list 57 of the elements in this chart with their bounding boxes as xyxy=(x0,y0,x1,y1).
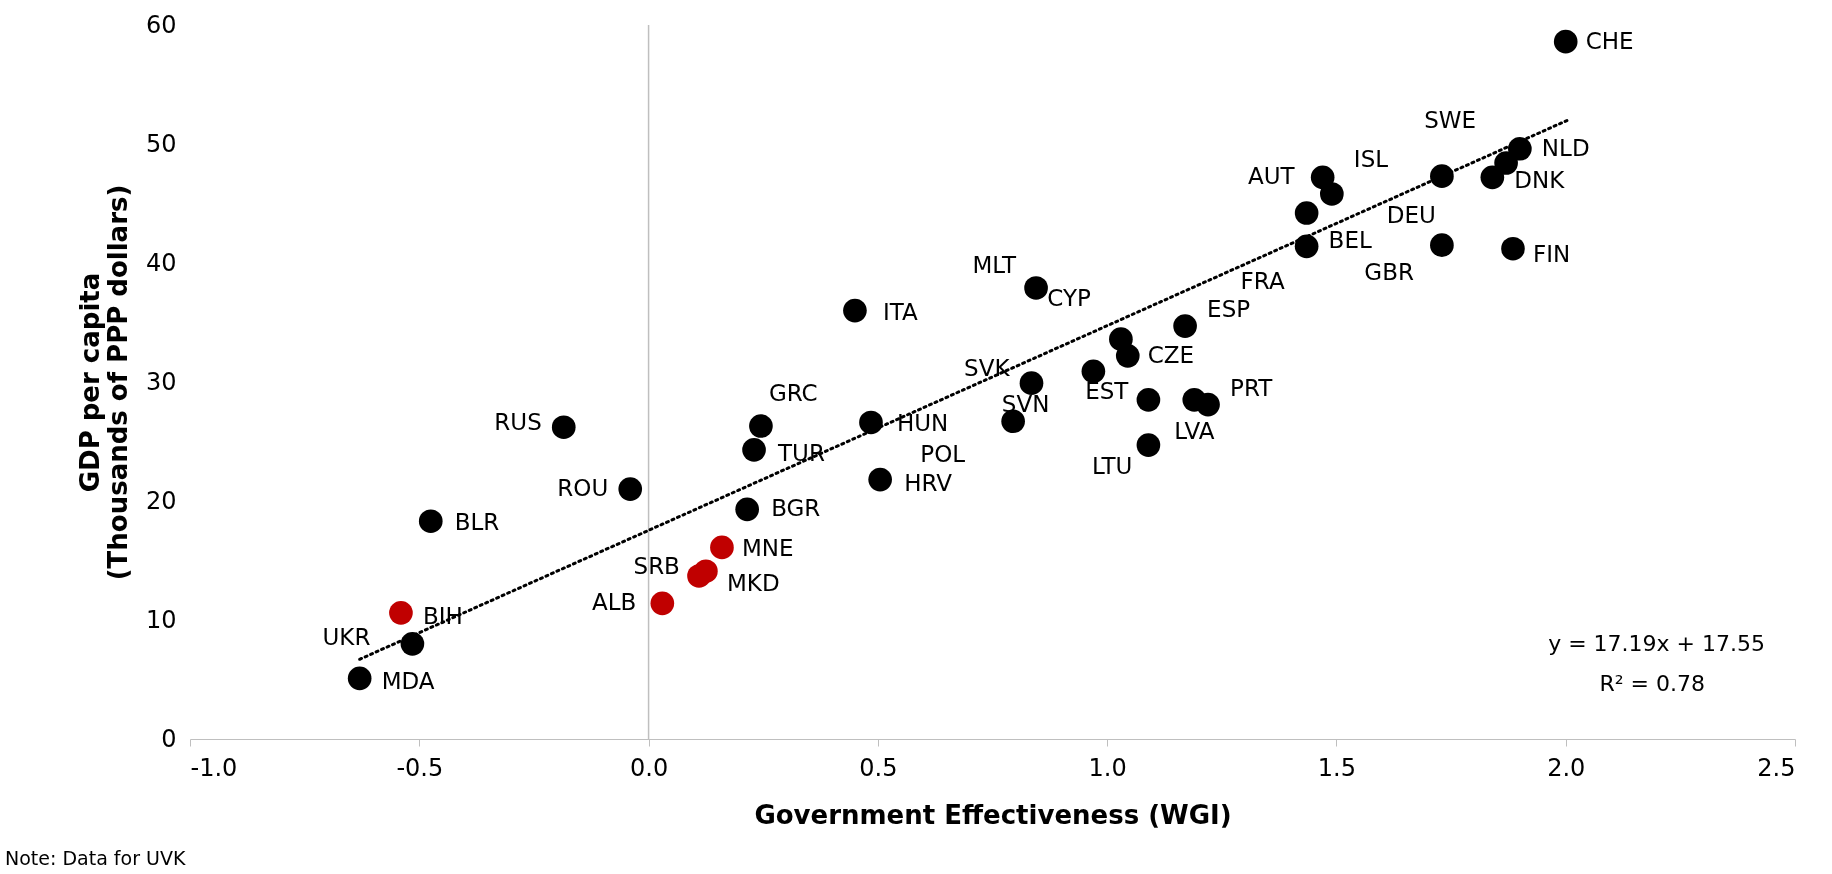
y-tick-label: 20 xyxy=(145,486,177,515)
annotation: MDA xyxy=(381,668,435,695)
x-tick-label: 0.5 xyxy=(859,753,898,782)
annotation: LTU xyxy=(1091,453,1133,480)
annotation: ROU xyxy=(557,475,609,502)
y-tick-label: 30 xyxy=(145,367,177,396)
annotation: SWE xyxy=(1424,107,1477,134)
annotation: SRB xyxy=(633,553,680,580)
annotation: ALB xyxy=(592,589,637,616)
annotation: PRT xyxy=(1230,374,1274,401)
annotation: MLT xyxy=(972,251,1018,278)
y-tick-label: 60 xyxy=(145,10,177,39)
annotation: HUN xyxy=(896,410,949,437)
x-tick-label: 2.0 xyxy=(1547,753,1586,782)
annotation: GBR xyxy=(1364,259,1414,286)
annotation: GRC xyxy=(768,380,818,407)
x-axis-title: Government Effectiveness (WGI) xyxy=(754,799,1232,830)
annotation: EST xyxy=(1085,377,1130,404)
annotation: MNE xyxy=(741,535,794,562)
annotation: ITA xyxy=(882,298,918,325)
annotation: SVN xyxy=(1001,391,1050,418)
x-tick-label: 1.0 xyxy=(1088,753,1127,782)
annotation: TUR xyxy=(777,439,825,466)
annotation: CZE xyxy=(1147,341,1195,368)
y-tick-label: 50 xyxy=(145,129,177,158)
annotation: UKR xyxy=(322,623,371,650)
annotation: NLD xyxy=(1541,134,1590,161)
annotation: POL xyxy=(920,441,966,468)
y-tick-label: 10 xyxy=(145,605,177,634)
annotation: DNK xyxy=(1514,167,1566,194)
annotation: ESP xyxy=(1207,296,1251,323)
y-tick-label: 0 xyxy=(161,724,177,753)
x-tick-label: 0.0 xyxy=(629,753,669,782)
annotation: ISL xyxy=(1353,145,1389,172)
annotation: MKD xyxy=(727,569,780,596)
x-tick-label: 1.5 xyxy=(1317,753,1357,782)
annotation: FIN xyxy=(1532,240,1571,267)
annotation: BEL xyxy=(1328,227,1372,254)
y-tick-label: 40 xyxy=(145,248,177,277)
annotation: HRV xyxy=(904,469,953,496)
annotation: R² = 0.78 xyxy=(1599,671,1705,696)
annotation: CYP xyxy=(1047,285,1092,312)
annotation: BGR xyxy=(771,495,821,522)
annotation: DEU xyxy=(1386,202,1436,229)
annotation: BLR xyxy=(454,509,500,536)
annotation: FRA xyxy=(1240,268,1285,295)
annotation: y = 17.19x + 17.55 xyxy=(1548,631,1765,656)
y-axis-title: GDP per capita (Thousands of PPP dollars) xyxy=(74,184,133,581)
x-tick-label: -1.0 xyxy=(190,753,238,782)
annotation: RUS xyxy=(494,409,542,436)
annotation: AUT xyxy=(1248,163,1296,190)
text: Note: Data for UVK xyxy=(5,847,186,869)
annotation: SVK xyxy=(964,355,1011,382)
annotation: LVA xyxy=(1174,417,1215,444)
annotation: CHE xyxy=(1585,27,1634,54)
x-tick-label: 2.5 xyxy=(1757,753,1796,782)
x-tick-label: -0.5 xyxy=(396,753,444,782)
